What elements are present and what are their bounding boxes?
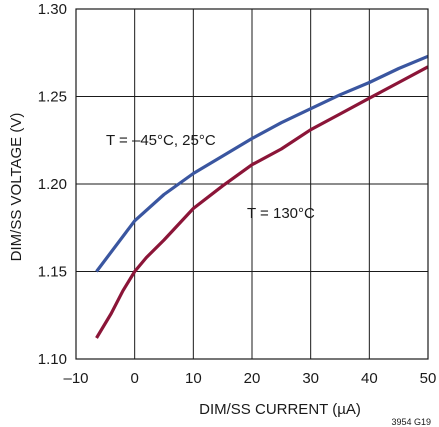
x-tick-label: 10	[185, 370, 202, 387]
y-axis-label: DIM/SS VOLTAGE (V)	[8, 113, 25, 262]
annotation-high-temp: T = 130°C	[247, 205, 315, 222]
x-tick-label: 50	[420, 370, 437, 387]
x-tick-label: 40	[361, 370, 378, 387]
x-tick-labels: –10 0 10 20 30 40 50	[63, 370, 436, 387]
y-tick-labels: 1.10 1.15 1.20 1.25 1.30	[38, 1, 67, 368]
series-line-1	[95, 54, 429, 273]
plot-frame	[75, 8, 429, 360]
y-tick-label: 1.10	[38, 351, 67, 368]
figure-id: 3954 G19	[391, 417, 431, 427]
x-axis-label: DIM/SS CURRENT (µA)	[199, 401, 361, 418]
x-tick-label: –10	[63, 370, 88, 387]
y-tick-label: 1.15	[38, 264, 67, 281]
y-tick-label: 1.20	[38, 176, 67, 193]
annotation-low-temp: T = –45°C, 25°C	[106, 132, 216, 149]
y-tick-label: 1.25	[38, 89, 67, 106]
x-tick-label: 20	[244, 370, 261, 387]
series-line-2	[95, 65, 429, 339]
series-layer	[95, 54, 429, 339]
y-tick-label: 1.30	[38, 1, 67, 18]
x-tick-label: 0	[130, 370, 138, 387]
x-tick-label: 30	[302, 370, 319, 387]
